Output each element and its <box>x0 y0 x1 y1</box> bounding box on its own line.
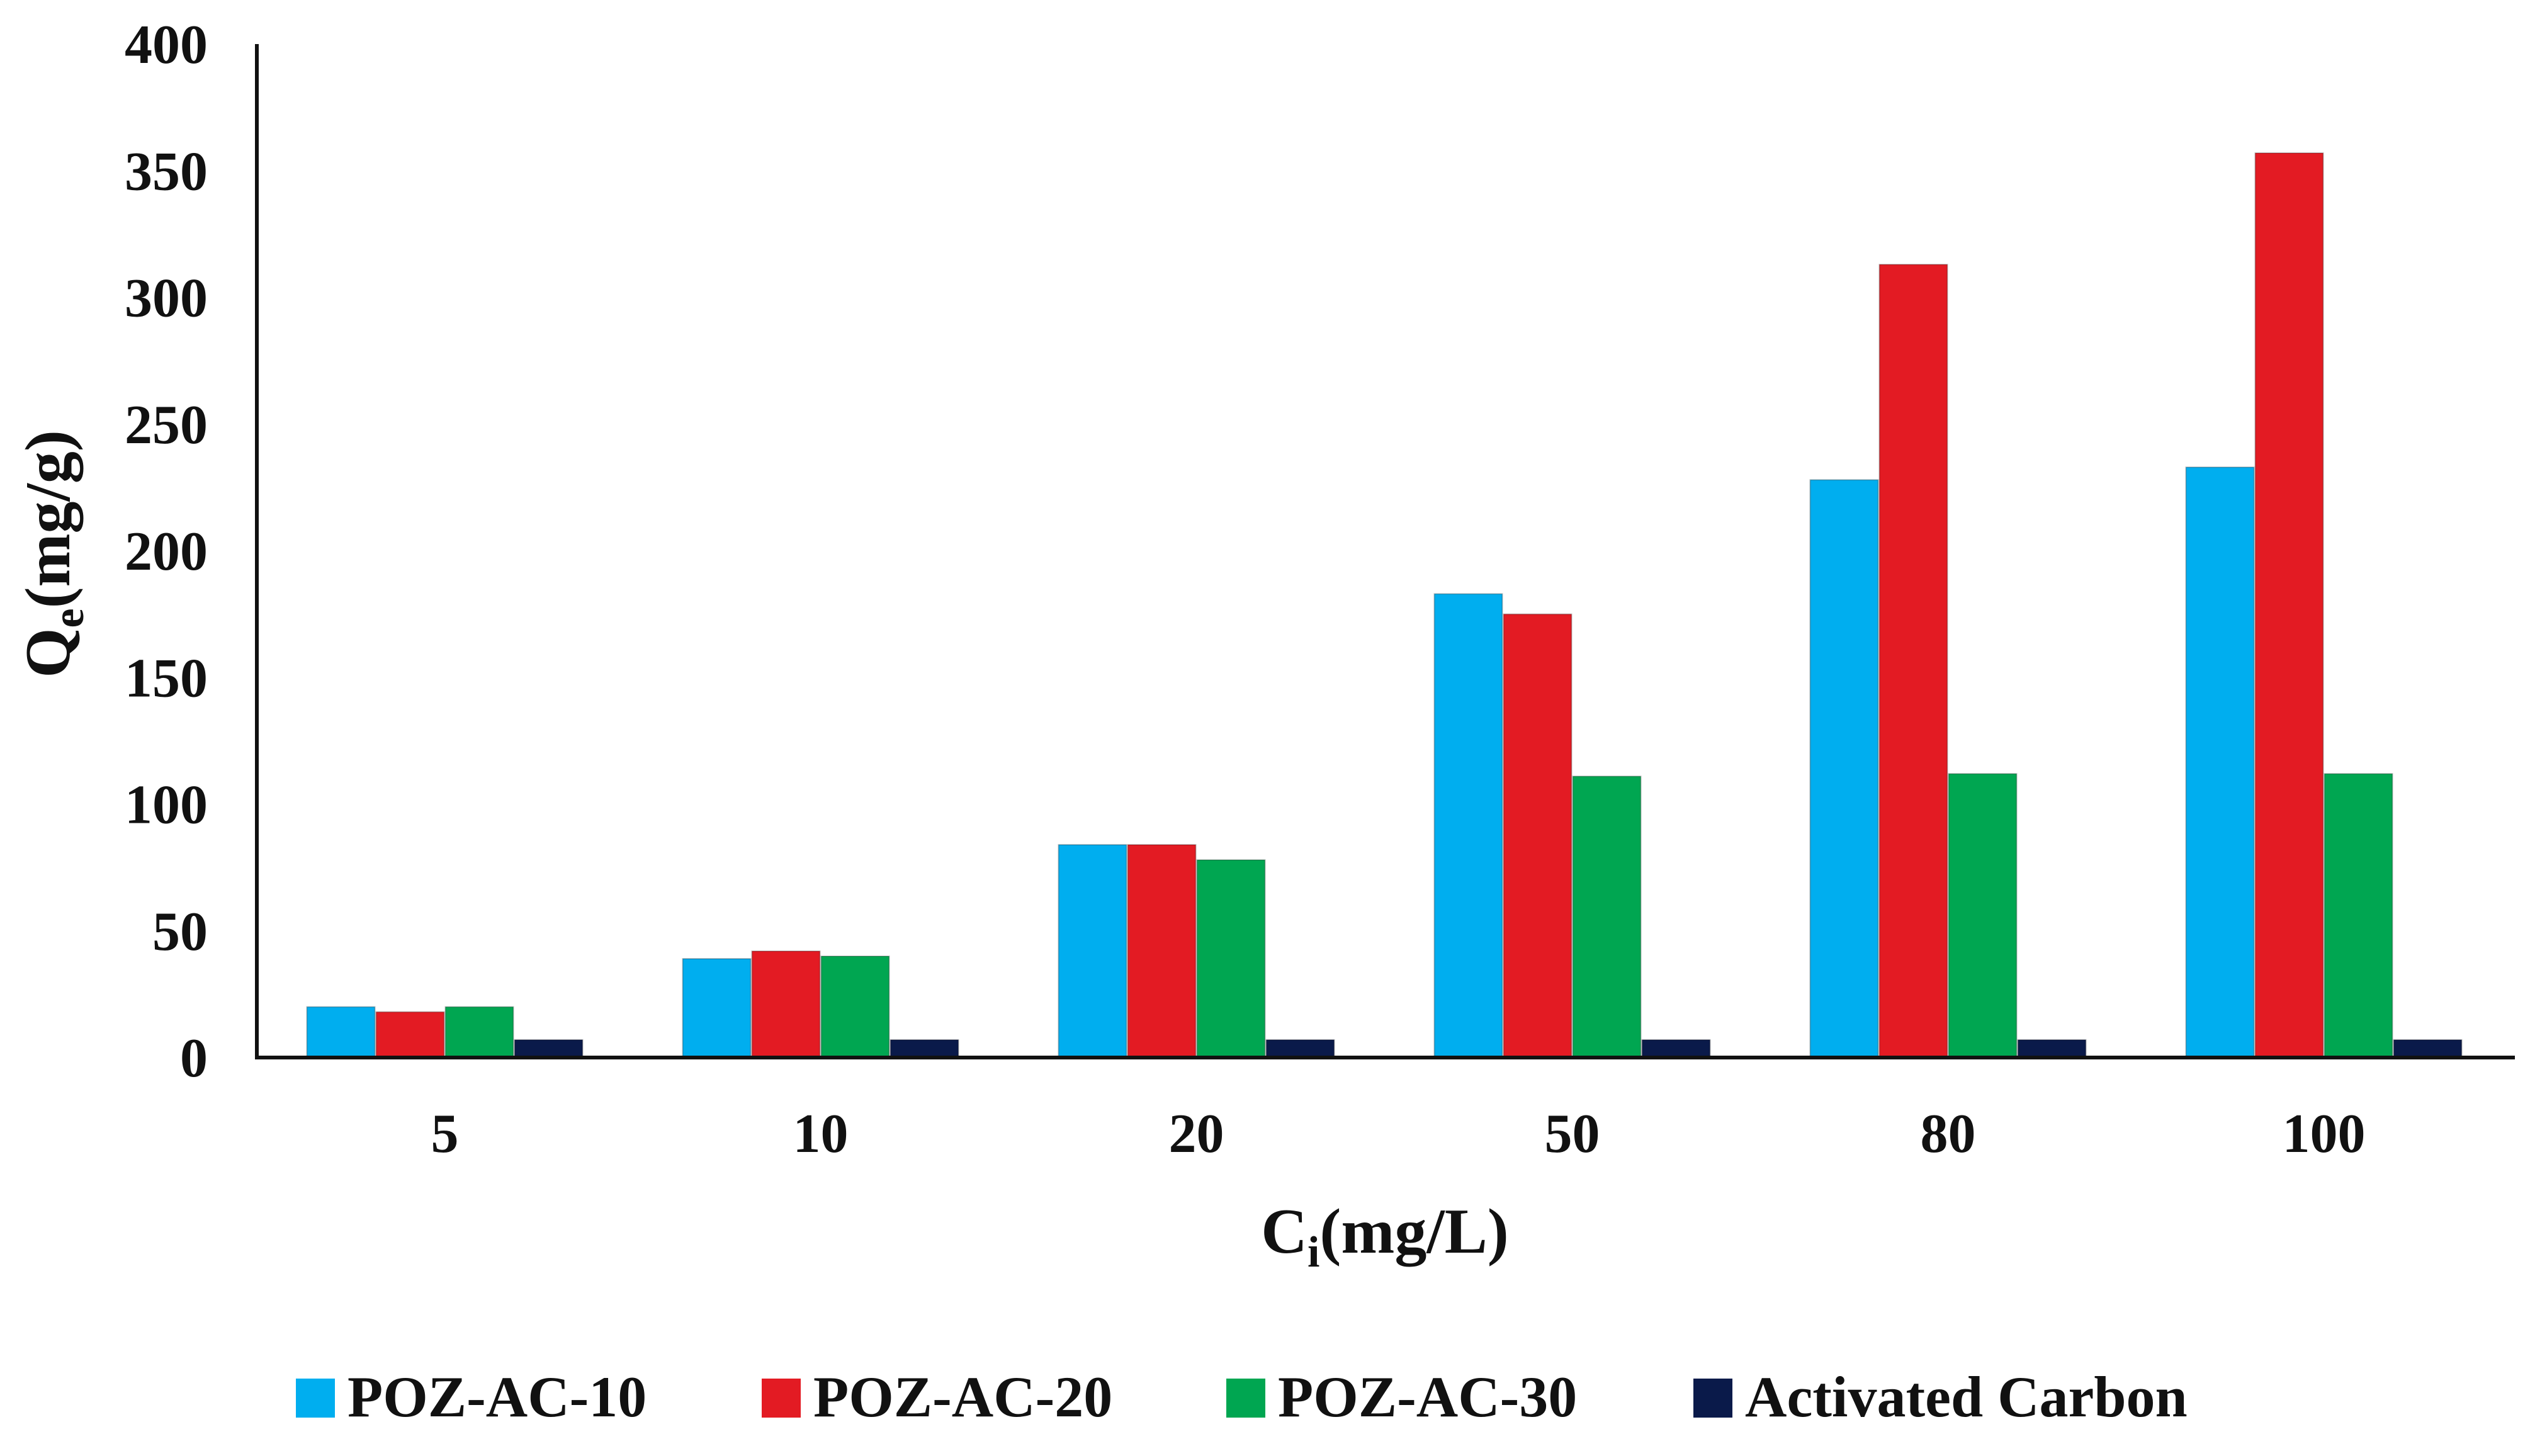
bar-poz-ac-10-50 <box>1433 593 1503 1058</box>
x-tick-label: 5 <box>431 1103 459 1165</box>
bar-poz-ac-20-20 <box>1127 844 1197 1059</box>
legend-label: POZ-AC-10 <box>347 1365 647 1429</box>
bar-poz-ac-30-100 <box>2324 773 2393 1058</box>
bar-poz-ac-20-5 <box>375 1011 445 1059</box>
y-axis-title-unit: (mg/g) <box>13 430 84 608</box>
legend-swatch <box>296 1379 335 1418</box>
bar-poz-ac-10-100 <box>2185 466 2255 1058</box>
bar-poz-ac-20-10 <box>751 950 821 1058</box>
legend-label: POZ-AC-30 <box>1278 1365 1577 1429</box>
bar-poz-ac-10-5 <box>306 1006 376 1058</box>
legend: POZ-AC-10 POZ-AC-20 POZ-AC-30 Activated Car… <box>296 1365 2188 1429</box>
bar-poz-ac-30-80 <box>1948 773 2018 1058</box>
y-tick-label: 100 <box>125 775 208 836</box>
legend-swatch <box>1226 1379 1265 1418</box>
bar-poz-ac-10-20 <box>1058 844 1127 1059</box>
bar-poz-ac-20-80 <box>1878 264 1948 1058</box>
legend-swatch <box>1693 1379 1732 1418</box>
bar-poz-ac-30-5 <box>444 1006 514 1058</box>
bar-activated-carbon-80 <box>2017 1039 2087 1058</box>
bars <box>306 152 2463 1059</box>
x-tick-label: 10 <box>793 1103 849 1165</box>
y-axis-title: Qe(mg/g) <box>13 430 93 678</box>
y-tick-label: 300 <box>125 268 208 329</box>
bar-poz-ac-30-10 <box>820 956 890 1058</box>
bar-activated-carbon-20 <box>1265 1039 1335 1058</box>
y-tick-label: 150 <box>125 648 208 709</box>
x-axis-title: Ci(mg/L) <box>1261 1196 1508 1277</box>
x-tick-label: 80 <box>1921 1103 1976 1165</box>
bar-poz-ac-10-80 <box>1809 479 1879 1058</box>
y-tick-label: 0 <box>180 1028 208 1089</box>
x-axis-title-sub: i <box>1307 1228 1319 1277</box>
x-tick-label: 50 <box>1545 1103 1600 1165</box>
y-axis-title-main: Q <box>13 628 84 677</box>
legend-label: POZ-AC-20 <box>813 1365 1112 1429</box>
y-tick-label: 400 <box>125 14 208 76</box>
bar-poz-ac-20-100 <box>2254 152 2324 1059</box>
bar-poz-ac-10-10 <box>682 958 752 1059</box>
x-axis-title-main: C <box>1261 1196 1307 1267</box>
bar-activated-carbon-5 <box>514 1039 584 1058</box>
bar-activated-carbon-100 <box>2393 1039 2463 1058</box>
bar-activated-carbon-50 <box>1641 1039 1711 1058</box>
bar-activated-carbon-10 <box>889 1039 959 1058</box>
bar-poz-ac-30-50 <box>1572 776 1642 1058</box>
x-tick-labels: 5 10 20 50 80 100 <box>431 1103 2366 1165</box>
x-tick-label: 100 <box>2283 1103 2366 1165</box>
y-tick-label: 250 <box>125 395 208 456</box>
y-axis-title-sub: e <box>45 608 93 628</box>
x-tick-label: 20 <box>1169 1103 1224 1165</box>
legend-label: Activated Carbon <box>1745 1365 2188 1429</box>
bar-poz-ac-30-20 <box>1196 859 1266 1059</box>
bar-poz-ac-20-50 <box>1503 613 1573 1058</box>
y-tick-label: 50 <box>152 901 208 962</box>
legend-swatch <box>762 1379 801 1418</box>
y-tick-label: 350 <box>125 141 208 202</box>
y-tick-labels: 0 50 100 150 200 250 300 350 400 <box>125 14 208 1089</box>
x-axis-title-unit: (mg/L) <box>1319 1196 1508 1267</box>
y-tick-label: 200 <box>125 521 208 582</box>
